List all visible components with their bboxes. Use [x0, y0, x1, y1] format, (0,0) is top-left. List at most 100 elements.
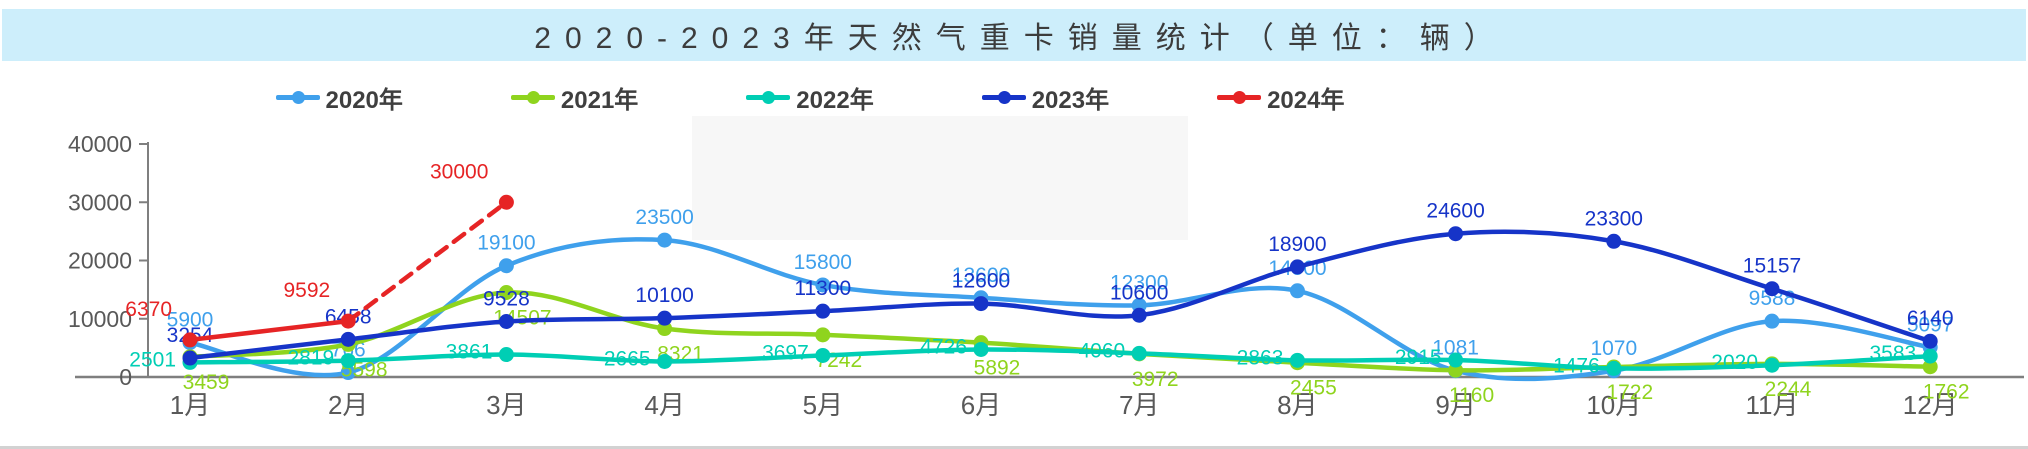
data-label: 2863 — [1237, 346, 1284, 369]
title-banner: 2020-2023年天然气重卡销量统计（单位：辆） — [2, 9, 2026, 61]
legend-item-2023: 2023年 — [981, 80, 1110, 115]
x-tick-label: 2月 — [328, 390, 368, 420]
data-label: 9528 — [483, 287, 530, 310]
legend-item-2020: 2020年 — [275, 80, 403, 115]
data-point — [973, 296, 989, 312]
legend-label: 2023年 — [1031, 86, 1110, 114]
data-point — [815, 277, 831, 293]
x-tick-label: 8月 — [1277, 390, 1317, 420]
data-point — [498, 347, 514, 363]
data-label: 2455 — [1290, 377, 1337, 400]
data-point — [1289, 283, 1305, 299]
series-2024: 6370 9592 30000 — [125, 160, 514, 348]
data-point — [498, 313, 514, 329]
series-line-dashed — [345, 200, 509, 324]
data-label: 3697 — [762, 341, 809, 364]
legend-line-dot-icon — [746, 90, 791, 104]
data-label: 2501 — [129, 348, 176, 371]
x-tick-label: 4月 — [644, 390, 684, 420]
y-tick-label: 10000 — [68, 306, 132, 332]
data-label: 10600 — [1110, 281, 1168, 304]
data-point — [182, 332, 198, 348]
data-label: 3861 — [446, 341, 493, 364]
data-point — [1606, 233, 1622, 249]
data-point — [1764, 281, 1780, 297]
x-tick-label: 3月 — [486, 390, 526, 420]
data-label: 23500 — [635, 206, 693, 229]
legend-label: 2022年 — [796, 86, 874, 114]
legend-line-dot-icon — [1217, 90, 1262, 104]
data-label: 5900 — [167, 309, 214, 332]
data-point — [657, 321, 673, 337]
legend-line-dot-icon — [981, 90, 1026, 104]
data-label: 23300 — [1585, 207, 1643, 230]
legend-label: 2024年 — [1267, 86, 1345, 114]
data-label: 2915 — [1395, 346, 1442, 369]
data-label: 4726 — [920, 335, 967, 358]
data-point — [340, 313, 356, 329]
data-label: 30000 — [430, 160, 488, 183]
data-label: 9592 — [283, 279, 330, 302]
data-label: 5097 — [1907, 313, 1954, 336]
data-point — [973, 341, 989, 357]
legend-item-2024: 2024年 — [1217, 80, 1344, 115]
data-label: 19100 — [477, 232, 535, 255]
data-label: 18900 — [1268, 233, 1326, 256]
data-label: 4060 — [1078, 339, 1125, 362]
data-point — [1289, 259, 1305, 275]
data-label: 5892 — [974, 357, 1021, 380]
x-tick-label: 11月 — [1746, 390, 1799, 420]
data-point — [815, 303, 831, 319]
x-tick-label: 10月 — [1586, 390, 1641, 420]
data-label: 1081 — [1432, 337, 1479, 360]
data-point — [498, 258, 514, 274]
legend-label: 2020年 — [325, 86, 403, 114]
chart-title: 2020-2023年天然气重卡销量统计（单位：辆） — [534, 22, 1508, 55]
data-point — [815, 327, 831, 343]
data-label: 6370 — [125, 298, 172, 321]
data-label: 3972 — [1132, 368, 1179, 391]
data-point — [340, 353, 356, 369]
data-point — [1131, 345, 1147, 361]
data-point — [1289, 352, 1305, 368]
y-tick-label: 20000 — [68, 248, 132, 274]
data-label: 15157 — [1743, 255, 1801, 278]
data-point — [1131, 307, 1147, 323]
data-point — [498, 194, 514, 210]
data-label: 24600 — [1426, 200, 1484, 223]
legend-item-2021: 2021年 — [510, 80, 638, 115]
data-point — [1764, 357, 1780, 373]
data-label: 15800 — [794, 251, 852, 274]
y-tick-label: 30000 — [68, 189, 132, 215]
data-label: 1070 — [1590, 337, 1637, 360]
y-tick-label: 40000 — [68, 131, 132, 157]
data-label: 12300 — [1110, 271, 1168, 294]
data-label: 2020 — [1711, 351, 1758, 374]
data-label: 6140 — [1907, 307, 1954, 330]
data-point — [657, 353, 673, 369]
data-label: 3459 — [183, 371, 230, 394]
series-line — [187, 229, 1933, 361]
data-label: 10100 — [635, 284, 693, 307]
watermark-ghost — [692, 116, 1188, 240]
series-line — [187, 347, 1933, 371]
series-2023: 3254645895281010011300126001060018900246… — [167, 200, 1954, 366]
data-point — [657, 232, 673, 248]
data-point — [657, 310, 673, 326]
data-label: 2819 — [287, 347, 334, 370]
data-point — [182, 350, 198, 366]
data-point — [1606, 360, 1622, 376]
data-point — [498, 284, 514, 300]
data-point — [340, 365, 356, 381]
data-point — [815, 347, 831, 363]
series-2022: 2501 2819 3861 2665 3697 4726 4060 2863 2915 1476… — [129, 335, 1938, 377]
data-label: 12600 — [952, 270, 1010, 293]
data-point — [1448, 352, 1464, 368]
data-label: 1762 — [1923, 381, 1970, 404]
data-point — [1764, 313, 1780, 329]
legend-line-dot-icon — [510, 90, 555, 104]
data-label: 11300 — [794, 277, 851, 300]
x-tick-label: 5月 — [803, 390, 843, 420]
